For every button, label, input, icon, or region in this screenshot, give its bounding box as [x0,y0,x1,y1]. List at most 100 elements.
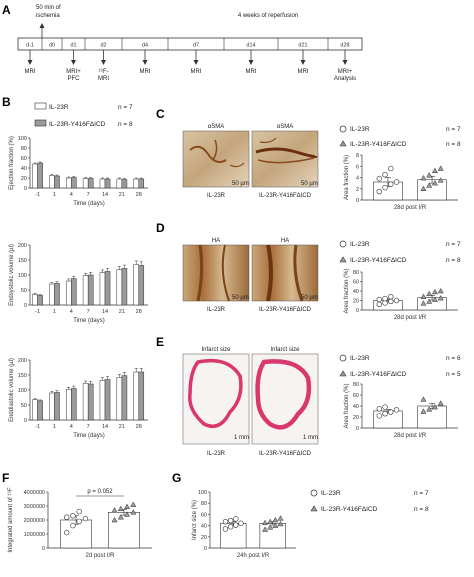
d-right-scale: 50 µm [301,295,318,301]
y-axis-label: Integrated amount of ¹⁹F [7,487,14,553]
y-tick-label: 0 [204,546,207,552]
event-label: MRI [140,69,151,75]
reperfusion-label: 4 weeks of reperfusion [238,13,298,19]
event-arrowhead [300,60,306,65]
legend-d-n1: n = 7 [446,241,461,248]
bar-series1 [65,177,72,189]
panel-label-f: F [2,471,9,485]
panel-label-g: G [172,471,181,485]
data-point-series2 [420,174,427,181]
data-point-series2 [267,524,274,530]
data-point-series1 [227,517,234,524]
y-tick-label: 0 [356,426,359,432]
d-right-label: IL-23R-Y416FΔICD [259,307,312,313]
data-point-series2 [426,406,433,412]
data-point-series2 [124,503,131,509]
y-tick-label: 150 [18,373,27,379]
bar-series1 [133,264,139,306]
data-point-series1 [376,296,382,303]
y-tick-label: 0 [356,308,359,314]
y-tick-label: 0 [24,418,27,424]
bar-series1 [32,293,38,306]
data-point-series1 [238,520,244,527]
x-tick-label: 1 [53,309,56,315]
y-tick-label: 50 [21,403,27,409]
timeline-day-d14: d14 [246,43,255,49]
x-axis-label: 28d post I/R [394,315,427,321]
y-tick-label: 40 [353,404,359,410]
timeline-bar [17,37,363,51]
data-point-series2 [124,511,131,517]
data-point-series1 [70,513,76,519]
data-point-series2 [420,408,427,414]
data-point-series1 [76,518,82,525]
data-point-series1 [393,297,400,304]
c-right-scale: 50 µm [301,181,318,187]
data-point-series2 [437,400,444,406]
data-point-series1 [82,515,89,522]
legend-e-n1: n = 6 [446,355,461,362]
bar-series2 [54,283,60,306]
data-point-series1 [233,516,239,522]
data-point-series2 [262,526,269,532]
y-tick-label: 60 [21,156,27,162]
data-point-series1 [388,298,394,305]
data-point-series1 [233,522,239,528]
legend-e-series2: IL-23R-Y416FΔICD [350,371,407,378]
legend-d-marker1 [339,240,347,248]
y-tick-label: 100 [18,273,27,279]
x-tick-label: 7 [87,192,90,198]
c-right-title: αSMA [277,124,293,130]
y-tick-label: 3000000 [24,504,45,510]
y-tick-label: 100 [198,490,207,496]
data-point-series2 [262,519,269,526]
c-left-micrograph [182,130,250,188]
x-tick-label: 28 [136,424,142,430]
bar-series2 [138,178,145,189]
legend-b-series2: IL-23R-Y416FΔICD [49,121,106,128]
bar-series1 [116,269,123,306]
panel-label-b: B [2,95,11,109]
bar-series1 [82,383,89,421]
chart-d-area-fraction: 0 20 40 60 80 28d post I/R Area fraction (%) [344,268,458,321]
x-tick-label: 1 [53,192,56,198]
d-left-title: HA [212,238,220,244]
x-tick-label: 4 [70,192,73,198]
data-point-series1 [382,171,388,178]
event-label: MRI [298,69,309,75]
event-label: PFC [68,76,81,82]
e-left-label: IL-23R [207,451,226,457]
event-label: MRI [25,69,36,75]
bar-series1 [49,392,55,421]
data-point-series2 [272,516,279,523]
bar-series2 [259,523,286,549]
bar-series1 [82,178,89,189]
bar-series2 [121,268,128,306]
data-point-series2 [437,165,444,171]
y-tick-label: 20 [201,535,207,541]
bar-series2 [104,178,111,189]
event-arrowhead [27,60,33,65]
bar-series2 [71,177,77,189]
x-axis-label: Time (days) [73,318,104,324]
y-tick-label: 1000000 [24,532,45,538]
legend-d-series1: IL-23R [350,241,370,248]
timeline-day-d1: d1 [70,43,76,49]
legend-g: IL-23R n = 7 IL-23R-Y416FΔICD n = 8 [310,489,429,513]
data-point-series2 [426,298,433,304]
timeline-day-d21: d21 [298,43,307,49]
x-tick-label: 21 [119,192,125,198]
event-arrowhead [342,60,348,65]
x-tick-label: 7 [87,309,90,315]
y-tick-label: 0 [356,198,359,204]
panel-label-e: E [156,335,164,349]
legend-b-n2: n = 8 [118,121,133,128]
bar-series1 [99,178,106,189]
x-axis-label: 28d post I/R [394,205,427,211]
data-point-series1 [382,411,388,417]
x-axis-label: Time (days) [73,433,104,439]
d-right-micrograph [251,244,319,302]
legend-swatch-series2 [34,119,47,127]
bar-series2 [121,179,128,189]
